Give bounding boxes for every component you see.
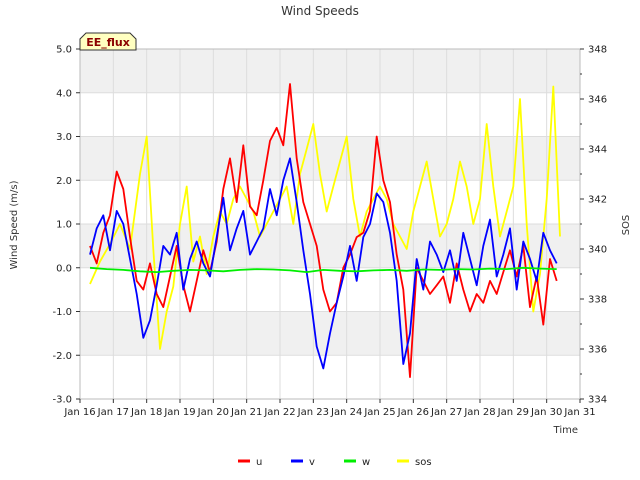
x-tick-label: Jan 17 <box>97 407 129 418</box>
y2-tick-label: 344 <box>588 145 607 156</box>
background-band <box>80 92 580 137</box>
x-tick-label: Jan 22 <box>263 407 295 418</box>
x-tick-label: Jan 30 <box>530 407 562 418</box>
y-axis-label: Wind Speed (m/s) <box>9 180 20 269</box>
x-axis-ticks: Jan 16 Jan 17 Jan 18 Jan 19 Jan 20 Jan 21 Jan … <box>63 399 596 418</box>
x-tick-label: Jan 20 <box>197 407 229 418</box>
y-tick-label: -3.0 <box>52 395 72 406</box>
background-band <box>80 49 580 93</box>
x-tick-label: Jan 21 <box>230 407 262 418</box>
x-tick-label: Jan 19 <box>163 407 195 418</box>
series-line-w <box>89 266 557 274</box>
legend-label-sos: sos <box>415 457 432 468</box>
legend-label-v: v <box>309 457 315 468</box>
y-tick-label: -2.0 <box>52 351 72 362</box>
y-tick-label: 2.0 <box>56 176 72 187</box>
series-line-v <box>89 157 558 370</box>
y-tick-label: 3.0 <box>56 132 72 143</box>
x-tick-label: Jan 31 <box>563 407 595 418</box>
y2-tick-label: 334 <box>588 395 607 406</box>
background-band <box>80 136 580 181</box>
y2-axis-ticks: 334 336 338 340 342 344 346 348 <box>580 45 607 406</box>
background-band <box>80 355 580 399</box>
x-tick-label: Jan 18 <box>130 407 162 418</box>
y2-tick-label: 340 <box>588 245 607 256</box>
y2-tick-label: 336 <box>588 345 607 356</box>
y-tick-label: -1.0 <box>52 307 72 318</box>
x-tick-label: Jan 26 <box>397 407 429 418</box>
series-layer <box>89 83 561 379</box>
x-tick-label: Jan 28 <box>463 407 495 418</box>
legend-label-w: w <box>362 457 370 468</box>
y2-tick-label: 342 <box>588 195 607 206</box>
x-tick-label: Jan 27 <box>430 407 462 418</box>
y2-tick-label: 346 <box>588 95 607 106</box>
series-line-sos <box>89 85 561 350</box>
y-tick-label: 0.0 <box>56 263 72 274</box>
badge-label: EE_flux <box>86 36 130 49</box>
badge-box <box>79 32 137 51</box>
y2-tick-label: 338 <box>588 295 607 306</box>
chart-title: Wind Speeds <box>281 4 359 18</box>
legend: u v w sos <box>238 457 432 468</box>
x-axis-label: Time <box>553 425 578 436</box>
x-tick-label: Jan 23 <box>297 407 329 418</box>
x-tick-label: Jan 25 <box>363 407 395 418</box>
x-tick-label: Jan 29 <box>497 407 529 418</box>
y-tick-label: 5.0 <box>56 45 72 56</box>
x-tick-label: Jan 16 <box>63 407 95 418</box>
y-tick-label: 1.0 <box>56 220 72 231</box>
legend-label-u: u <box>256 457 262 468</box>
y-axis-ticks: -3.0 -2.0 -1.0 0.0 1.0 2.0 3.0 4.0 5.0 <box>52 45 80 406</box>
y-tick-label: 4.0 <box>56 88 72 99</box>
y2-tick-label: 348 <box>588 45 607 56</box>
y2-axis-label: SOS <box>621 215 632 236</box>
series-line-u <box>89 83 558 379</box>
x-tick-label: Jan 24 <box>330 407 362 418</box>
badge: EE_flux <box>79 32 137 51</box>
